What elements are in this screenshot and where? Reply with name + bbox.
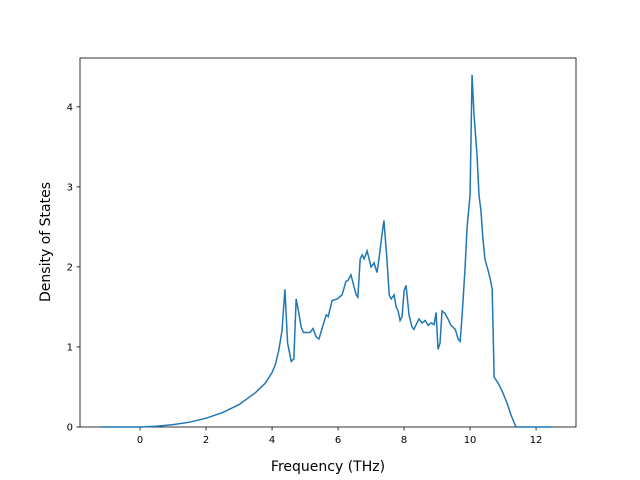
x-tick-label: 12 xyxy=(530,435,543,446)
x-axis-label: Frequency (THz) xyxy=(271,459,385,475)
x-tick-label: 2 xyxy=(203,435,209,446)
y-tick-label: 4 xyxy=(67,102,73,113)
y-tick-label: 2 xyxy=(67,262,73,273)
y-axis-label: Density of States xyxy=(38,182,54,302)
y-tick-label: 0 xyxy=(67,423,73,434)
y-tick-label: 3 xyxy=(67,182,73,193)
x-tick-label: 10 xyxy=(464,435,477,446)
x-tick-label: 4 xyxy=(269,435,275,446)
plot-frame xyxy=(79,57,577,428)
y-tick-label: 1 xyxy=(67,342,73,353)
x-tick-label: 0 xyxy=(137,435,143,446)
data-line xyxy=(100,74,553,428)
x-tick-label: 6 xyxy=(335,435,341,446)
x-tick-label: 8 xyxy=(401,435,407,446)
